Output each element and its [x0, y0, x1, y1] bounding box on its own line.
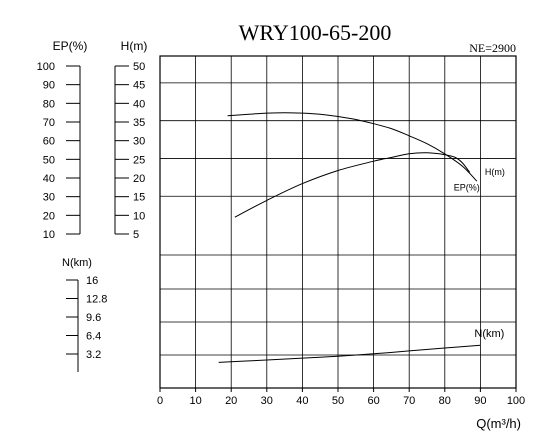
- x-tick-label: 60: [367, 395, 379, 407]
- side-axis-tick-label: 6.4: [86, 331, 101, 343]
- side-axis-tick-label: 15: [133, 192, 145, 204]
- side-axis-tick-label: 45: [133, 80, 145, 92]
- side-axis-tick-label: 20: [43, 210, 55, 222]
- side-axis-tick-label: 12.8: [86, 294, 107, 306]
- side-axis-tick-label: 30: [133, 136, 145, 148]
- ep-curve: [234, 152, 471, 218]
- side-axis-tick-label: 70: [43, 117, 55, 129]
- side-axis-tick-label: 40: [43, 173, 55, 185]
- nkm-curve: [218, 344, 481, 363]
- side-axis-tick-label: 50: [133, 61, 145, 73]
- nkm-curve-label: N(km): [474, 328, 504, 340]
- side-axis-tick-label: 20: [133, 173, 145, 185]
- side-axis-title: H(m): [121, 39, 148, 53]
- side-axis-tick-label: 25: [133, 154, 145, 166]
- side-axis-tick-label: 60: [43, 136, 55, 148]
- side-axis-tick-label: 3.2: [86, 349, 101, 361]
- x-tick-label: 100: [507, 395, 525, 407]
- side-axis-tick-label: 16: [86, 275, 98, 287]
- x-tick-label: 0: [157, 395, 163, 407]
- side-axis-tick-label: 35: [133, 117, 145, 129]
- ep-curve-label: EP(%): [454, 182, 480, 192]
- side-axis-tick-label: 9.6: [86, 312, 101, 324]
- x-tick-label: 90: [474, 395, 486, 407]
- side-axis-tick-label: 100: [37, 61, 55, 73]
- curves: [218, 112, 481, 363]
- ep-axis: EP(%) 100 90 80 70 60 50 40 30 20 10: [37, 39, 88, 241]
- curve-labels: H(m) EP(%) N(km): [454, 167, 505, 340]
- hm-curve: [227, 112, 478, 182]
- x-tick-label: 70: [403, 395, 415, 407]
- side-axis-tick-label: 50: [43, 154, 55, 166]
- chart-title: WRY100-65-200: [239, 20, 392, 45]
- x-axis-label: Q(m³/h): [476, 416, 521, 431]
- side-axis-title: EP(%): [53, 39, 88, 53]
- side-axis-tick-label: 10: [43, 229, 55, 241]
- h-axis: H(m) 50 45 40 35 30 25 20 15 10 5: [114, 39, 148, 241]
- plot-grid: [159, 55, 517, 389]
- x-tick-label: 40: [296, 395, 308, 407]
- side-axis-tick-label: 30: [43, 192, 55, 204]
- side-axis-tick-label: 10: [133, 210, 145, 222]
- x-tick-label: 80: [439, 395, 451, 407]
- x-tick-label: 50: [332, 395, 344, 407]
- n-axis: N(km) 16 12.8 9.6 6.4 3.2: [62, 257, 107, 372]
- x-tick-label: 10: [189, 395, 201, 407]
- x-tick-label: 20: [225, 395, 237, 407]
- side-axis-tick-label: 80: [43, 98, 55, 110]
- side-axis-tick-label: 40: [133, 98, 145, 110]
- side-axis-title: N(km): [62, 257, 92, 269]
- side-axis-tick-label: 5: [133, 229, 139, 241]
- x-tick-label: 30: [261, 395, 273, 407]
- speed-label: NE=2900: [469, 41, 516, 55]
- hm-curve-label: H(m): [485, 167, 505, 177]
- x-axis: 0 10 20 30 40 50 60 70 80 90 100: [157, 388, 525, 407]
- side-axis-tick-label: 90: [43, 80, 55, 92]
